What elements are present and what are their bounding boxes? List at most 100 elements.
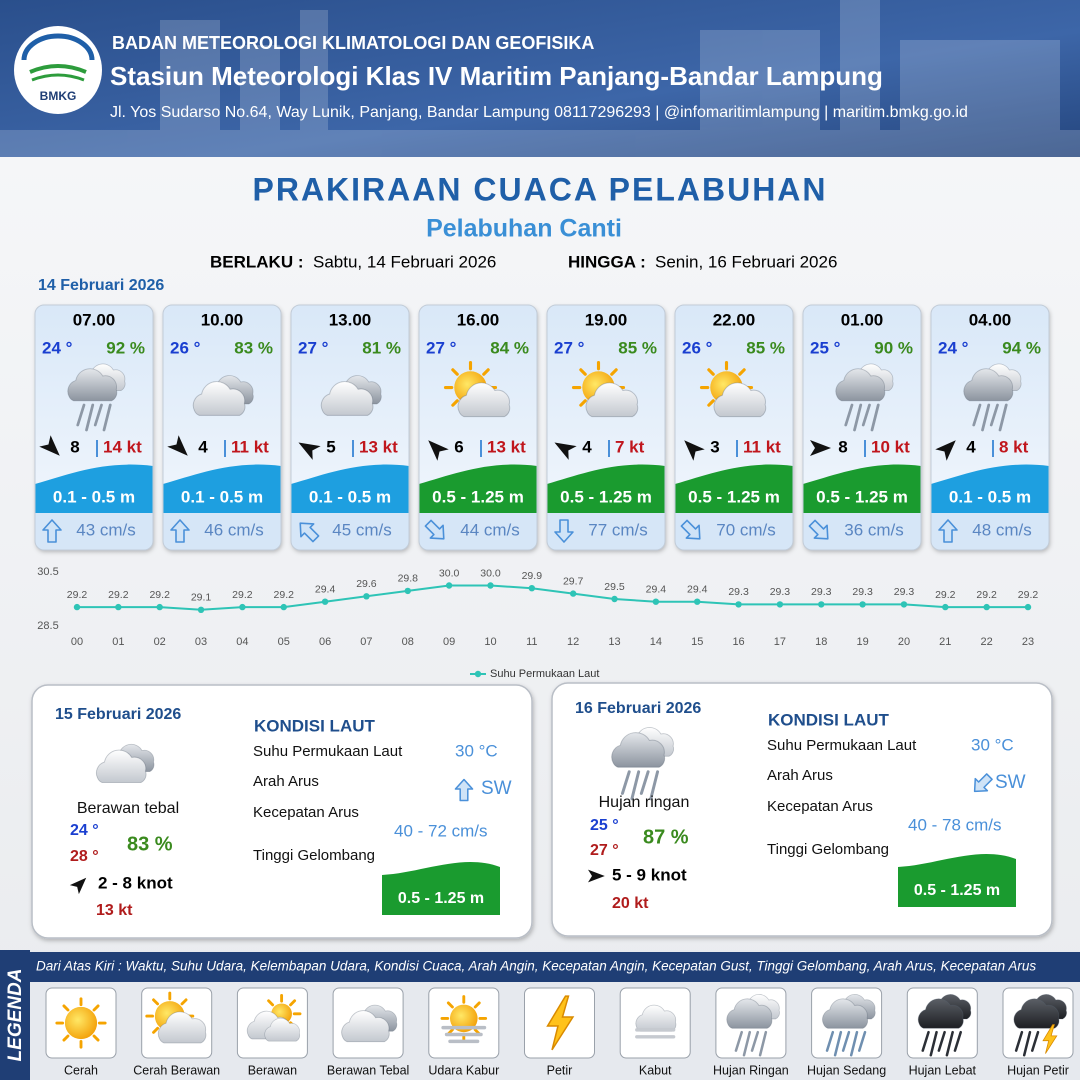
card-border xyxy=(930,304,1050,551)
x-tick-label: 04 xyxy=(236,636,248,648)
point xyxy=(156,603,163,611)
current-arrow xyxy=(554,519,574,543)
time: 04.00 xyxy=(969,310,1012,329)
rain-drop xyxy=(981,403,991,432)
value-label: 29.3 xyxy=(894,586,915,598)
wind-arrow xyxy=(298,442,321,460)
cloud-shape xyxy=(95,749,147,784)
sun-ray xyxy=(482,368,490,376)
wave-band xyxy=(163,464,281,513)
lightning xyxy=(546,995,575,1051)
cloud-shape xyxy=(1013,998,1060,1029)
wind-speed: 4 xyxy=(582,437,592,456)
cloud xyxy=(264,1017,301,1042)
wave-band xyxy=(931,464,1049,513)
sun-ray xyxy=(451,368,459,376)
weather-icon xyxy=(320,375,382,416)
cloud xyxy=(835,368,886,402)
cloud-shape xyxy=(320,381,374,416)
sea-title: KONDISI LAUT xyxy=(768,710,890,729)
sun-ray xyxy=(289,999,297,1007)
weather-icon xyxy=(635,1004,677,1039)
card-border xyxy=(34,304,154,551)
point xyxy=(321,598,329,605)
contact-info: Jl. Yos Sudarso No.64, Way Lunik, Panjan… xyxy=(110,104,968,121)
x-tick-label: 06 xyxy=(319,636,331,648)
temp-max: 28 ° xyxy=(70,848,99,865)
wave-height: 0.1 - 0.5 m xyxy=(309,487,391,506)
line xyxy=(77,584,1028,611)
wave-height: 0.5 - 1.25 m xyxy=(432,487,524,506)
cloud xyxy=(585,382,639,418)
current-arrow xyxy=(938,519,958,543)
value-label: 29.2 xyxy=(274,589,295,601)
x-tick-label: 12 xyxy=(567,636,579,648)
value-label: 29.3 xyxy=(728,586,749,598)
weather-icon xyxy=(246,993,302,1042)
wind-arrow xyxy=(554,442,577,460)
current-speed: 43 cm/s xyxy=(76,520,136,539)
validity-from: Sabtu, 14 Februari 2026 xyxy=(313,252,496,271)
wave-band xyxy=(291,464,409,513)
time: 07.00 xyxy=(73,310,116,329)
rain-drop xyxy=(639,770,650,795)
sea-label: Suhu Permukaan Laut xyxy=(253,743,403,760)
cloud xyxy=(822,998,868,1029)
sun-ray xyxy=(180,998,188,1006)
sea-temperature: 30 °C xyxy=(455,741,498,760)
wave-box xyxy=(382,862,500,915)
sun-ray xyxy=(267,999,275,1007)
logo-arc xyxy=(29,64,87,74)
cloud-shape xyxy=(341,1010,390,1043)
sun-ray xyxy=(62,1034,70,1042)
weather-icon xyxy=(726,994,780,1057)
gust-speed: 10 kt xyxy=(871,437,910,456)
wind-arrow xyxy=(167,435,188,456)
humidity: 85 % xyxy=(618,338,657,357)
wave-band xyxy=(35,464,153,513)
sun-ray xyxy=(92,1034,100,1042)
point xyxy=(239,603,246,611)
weather-icon xyxy=(1013,994,1067,1057)
legend-item-label: Hujan Ringan xyxy=(713,1063,789,1077)
air-temperature: 24 ° xyxy=(42,338,73,357)
sun-ray xyxy=(738,368,746,376)
legend-marker xyxy=(474,670,482,678)
x-tick-label: 09 xyxy=(443,636,455,648)
current-arrow xyxy=(680,519,701,540)
legend-item-label: Petir xyxy=(547,1063,573,1077)
cloud xyxy=(95,749,147,784)
wind-arrow xyxy=(69,877,87,895)
point xyxy=(611,595,618,603)
point xyxy=(859,601,866,608)
value-label: 30.0 xyxy=(480,567,501,579)
x-tick-label: 21 xyxy=(939,636,951,648)
cloud-shape xyxy=(157,1011,207,1044)
sun-ray xyxy=(707,368,715,376)
air-temperature: 27 ° xyxy=(554,338,585,357)
day-humidity: 87 % xyxy=(643,826,689,848)
value-label: 29.4 xyxy=(315,583,336,595)
cloud-shape xyxy=(726,998,773,1029)
point xyxy=(115,603,122,611)
point xyxy=(776,601,784,608)
wind-speed: 6 xyxy=(454,437,463,456)
cloud xyxy=(713,382,767,418)
x-tick-label: 20 xyxy=(898,636,910,648)
cloud xyxy=(192,381,246,416)
time: 19.00 xyxy=(585,310,628,329)
point xyxy=(942,603,949,611)
humidity: 85 % xyxy=(746,338,785,357)
gust-speed: 8 kt xyxy=(999,437,1029,456)
weather-icon xyxy=(917,994,972,1057)
cloud-shape xyxy=(67,368,118,402)
point xyxy=(652,598,660,605)
rain-drop xyxy=(937,1030,946,1052)
temp-min: 25 ° xyxy=(590,817,619,834)
current-speed-range: 40 - 78 cm/s xyxy=(908,815,1002,834)
gust-speed: 14 kt xyxy=(103,437,142,456)
